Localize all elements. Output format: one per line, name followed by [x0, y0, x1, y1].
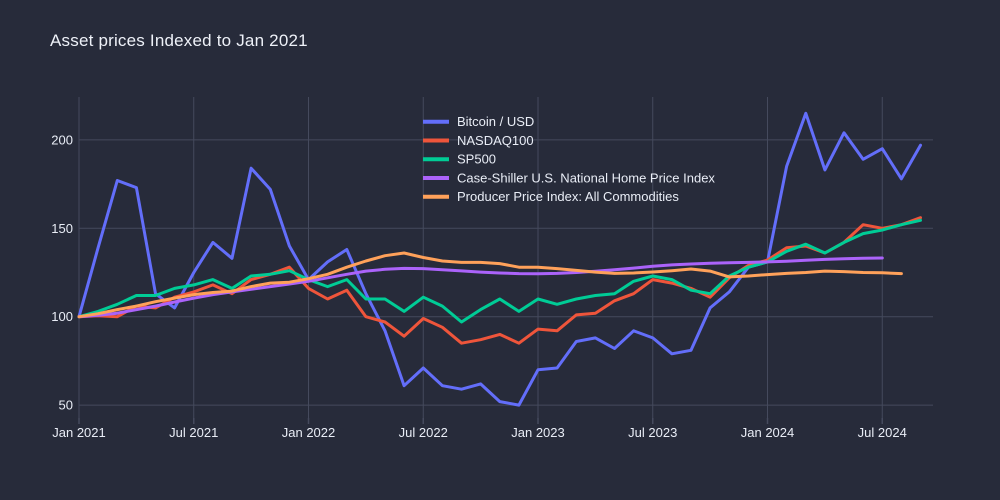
y-tick-label: 100	[51, 309, 73, 324]
legend-label-bitcoin-usd[interactable]: Bitcoin / USD	[457, 114, 534, 129]
series-line-sp500	[77, 218, 922, 324]
x-tick-label: Jul 2024	[858, 425, 907, 440]
x-tick-label: Jul 2022	[399, 425, 448, 440]
legend-item-case-shiller-u-s-national-home-price-index[interactable]: Case-Shiller U.S. National Home Price In…	[423, 170, 715, 185]
legend-item-bitcoin-usd[interactable]: Bitcoin / USD	[423, 114, 534, 129]
legend-item-producer-price-index-all-commodities[interactable]: Producer Price Index: All Commodities	[423, 189, 679, 204]
legend-item-nasdaq100[interactable]: NASDAQ100	[423, 133, 534, 148]
legend-label-nasdaq100[interactable]: NASDAQ100	[457, 133, 534, 148]
x-tick-label: Jul 2021	[169, 425, 218, 440]
series-line-producer-price-index-all-commodities	[77, 251, 903, 319]
y-tick-label: 150	[51, 221, 73, 236]
legend-item-sp500[interactable]: SP500	[423, 152, 496, 167]
x-tick-label: Jan 2021	[52, 425, 106, 440]
legend-label-sp500[interactable]: SP500	[457, 152, 496, 167]
x-tick-label: Jul 2023	[628, 425, 677, 440]
series-line-nasdaq100	[77, 216, 922, 345]
legend-label-producer-price-index-all-commodities[interactable]: Producer Price Index: All Commodities	[457, 189, 679, 204]
x-tick-label: Jan 2022	[282, 425, 336, 440]
y-tick-label: 200	[51, 132, 73, 147]
y-tick-label: 50	[59, 398, 73, 413]
chart-title: Asset prices Indexed to Jan 2021	[50, 31, 308, 50]
x-tick-label: Jan 2024	[741, 425, 795, 440]
series-line-bitcoin-usd	[77, 111, 922, 407]
legend-label-case-shiller-u-s-national-home-price-index[interactable]: Case-Shiller U.S. National Home Price In…	[457, 170, 715, 185]
x-tick-label: Jan 2023	[511, 425, 565, 440]
series-line-case-shiller-u-s-national-home-price-index	[77, 256, 884, 319]
